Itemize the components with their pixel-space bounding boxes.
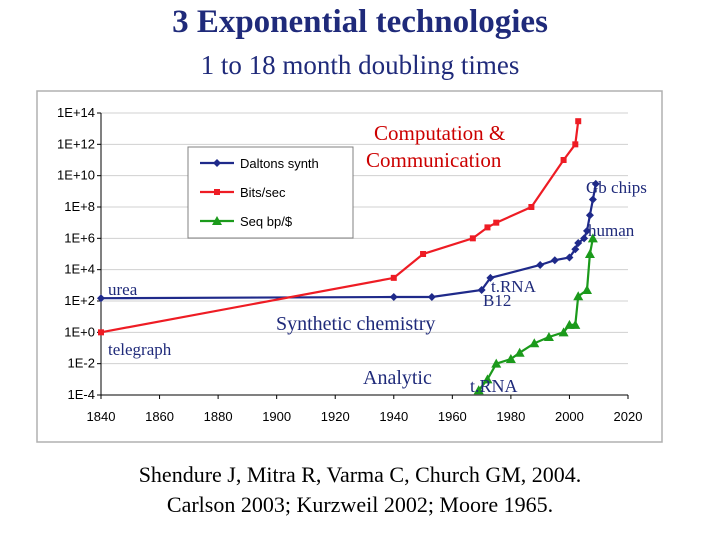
slide-subtitle: 1 to 18 month doubling times bbox=[200, 50, 520, 80]
data-point-daltons-synth bbox=[550, 256, 559, 265]
y-tick-label: 1E-2 bbox=[68, 356, 95, 371]
y-tick-label: 1E+14 bbox=[57, 105, 95, 120]
x-tick-label: 1880 bbox=[204, 409, 233, 424]
data-point-seq-bp bbox=[570, 319, 581, 329]
annotation-human: human bbox=[588, 221, 635, 240]
legend-marker-seq-bp bbox=[212, 216, 222, 225]
data-point-seq-bp bbox=[584, 249, 595, 258]
data-point-daltons-synth bbox=[97, 294, 105, 303]
y-tick-label: 1E+4 bbox=[64, 262, 95, 277]
data-point-bits-sec bbox=[98, 329, 104, 336]
legend-label-seq-bp: Seq bp/$ bbox=[240, 214, 293, 229]
data-point-daltons-synth bbox=[591, 179, 600, 188]
annotation-b12: B12 bbox=[483, 291, 511, 310]
data-point-bits-sec bbox=[493, 219, 500, 226]
legend: Daltons synth Bits/sec Seq bp/$ bbox=[187, 146, 354, 239]
x-tick-label: 1840 bbox=[87, 409, 116, 424]
legend-marker-daltons-synth bbox=[213, 159, 221, 167]
citation-line-2: Carlson 2003; Kurzweil 2002; Moore 1965. bbox=[166, 492, 554, 517]
annotation-layer: Computation & Communication Gb chips human u… bbox=[108, 121, 647, 396]
y-tick-label: 1E+6 bbox=[64, 230, 95, 245]
data-point-seq-bp bbox=[587, 233, 598, 243]
x-tick-label: 1860 bbox=[145, 409, 174, 424]
data-point-daltons-synth bbox=[571, 245, 580, 254]
data-point-daltons-synth bbox=[477, 286, 486, 295]
data-point-seq-bp bbox=[482, 374, 493, 384]
data-point-bits-sec bbox=[560, 157, 567, 163]
y-tick-label: 1E+10 bbox=[57, 168, 95, 183]
series-daltons-synth bbox=[97, 179, 600, 303]
legend-label-daltons-synth: Daltons synth bbox=[240, 156, 319, 171]
annotation-t-rna: t.RNA bbox=[470, 376, 518, 396]
data-point-daltons-synth bbox=[585, 211, 594, 220]
data-point-daltons-synth bbox=[574, 239, 583, 248]
x-tick-label: 2020 bbox=[614, 409, 643, 424]
y-tick-label: 1E+0 bbox=[64, 324, 95, 339]
annotation-analytic: Analytic bbox=[363, 367, 432, 389]
annotation-telegraph: telegraph bbox=[108, 340, 172, 359]
data-point-bits-sec bbox=[469, 235, 476, 242]
annotation-synthetic-chemistry: Synthetic chemistry bbox=[276, 313, 435, 335]
data-point-daltons-synth bbox=[583, 226, 592, 235]
annotation-communication: Communication bbox=[366, 148, 502, 172]
data-point-bits-sec bbox=[575, 118, 582, 125]
annotation-urea: urea bbox=[108, 280, 138, 299]
data-point-daltons-synth bbox=[389, 293, 398, 302]
x-tick-label: 1980 bbox=[496, 409, 525, 424]
x-tick-label: 1960 bbox=[438, 409, 467, 424]
data-point-daltons-synth bbox=[427, 293, 436, 302]
data-point-daltons-synth bbox=[580, 234, 589, 243]
data-point-seq-bp bbox=[529, 338, 540, 348]
y-tick-label: 1E+2 bbox=[64, 293, 95, 308]
data-point-seq-bp bbox=[573, 291, 584, 301]
x-tick-label: 2000 bbox=[555, 409, 584, 424]
data-point-seq-bp bbox=[473, 385, 484, 395]
data-point-seq-bp bbox=[582, 285, 593, 295]
legend-marker-bits-sec bbox=[214, 189, 220, 195]
annotation-computation: Computation & bbox=[374, 121, 505, 145]
citation-line-1: Shendure J, Mitra R, Varma C, Church GM,… bbox=[138, 462, 582, 487]
chart-frame bbox=[36, 90, 663, 443]
annotation-t-rna: t.RNA bbox=[491, 277, 537, 296]
data-point-bits-sec bbox=[420, 251, 427, 257]
data-point-seq-bp bbox=[491, 358, 502, 368]
series-layer bbox=[97, 118, 600, 395]
slide-title: 3 Exponential technologies bbox=[172, 4, 548, 40]
y-tick-label: 1E-4 bbox=[68, 387, 95, 402]
data-point-bits-sec bbox=[484, 224, 491, 231]
x-tick-label: 1900 bbox=[262, 409, 291, 424]
data-point-seq-bp bbox=[558, 327, 569, 337]
x-tick-label: 1920 bbox=[321, 409, 350, 424]
y-tick-label: 1E+8 bbox=[64, 199, 95, 214]
x-tick-label: 1940 bbox=[379, 409, 408, 424]
series-line-bits-sec bbox=[100, 121, 580, 334]
data-point-seq-bp bbox=[514, 347, 525, 357]
data-point-seq-bp bbox=[505, 353, 516, 363]
axes-layer: 1E-4 1E-2 1E+0 1E+2 1E+4 1E+6 1E+8 1E+10 1E+12 1E… bbox=[57, 105, 642, 424]
y-tick-label: 1E+12 bbox=[57, 136, 95, 151]
data-point-daltons-synth bbox=[536, 260, 545, 269]
series-seq-bp bbox=[473, 233, 598, 395]
series-bits-sec bbox=[98, 118, 582, 336]
data-point-daltons-synth bbox=[486, 273, 495, 282]
data-point-bits-sec bbox=[528, 204, 535, 210]
legend-label-bits-sec: Bits/sec bbox=[240, 185, 286, 200]
data-point-bits-sec bbox=[572, 141, 579, 148]
data-point-daltons-synth bbox=[565, 253, 574, 262]
data-point-bits-sec bbox=[390, 274, 397, 281]
data-point-seq-bp bbox=[543, 332, 554, 342]
data-point-daltons-synth bbox=[588, 195, 597, 204]
annotation-gb-chips: Gb chips bbox=[586, 178, 647, 197]
